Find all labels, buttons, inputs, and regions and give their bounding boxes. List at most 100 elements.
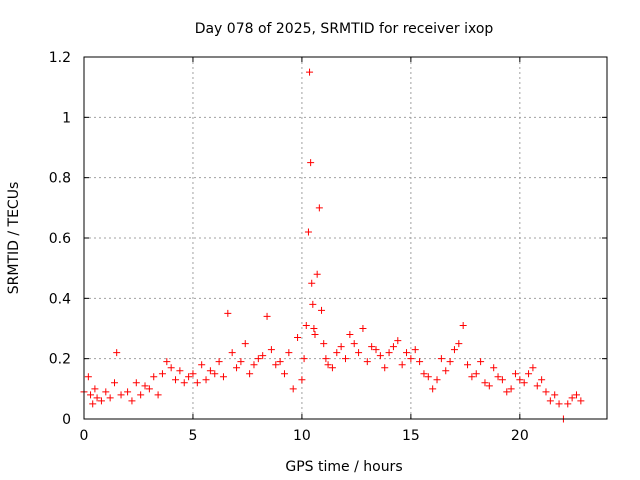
data-point bbox=[355, 349, 363, 357]
data-point bbox=[507, 385, 515, 393]
data-point bbox=[185, 373, 193, 381]
data-point bbox=[324, 361, 332, 369]
data-point bbox=[93, 394, 101, 402]
data-point bbox=[117, 391, 125, 399]
data-point bbox=[172, 376, 180, 384]
data-point bbox=[237, 358, 245, 366]
data-point bbox=[577, 397, 585, 405]
data-point bbox=[113, 349, 121, 357]
data-point bbox=[310, 325, 318, 332]
data-point bbox=[254, 355, 262, 363]
data-point bbox=[280, 370, 288, 378]
data-point bbox=[189, 370, 197, 378]
data-point bbox=[150, 373, 158, 381]
data-point bbox=[529, 364, 537, 372]
chart-title: Day 078 of 2025, SRMTID for receiver ixo… bbox=[195, 21, 494, 37]
plot-frame bbox=[83, 56, 608, 420]
data-point bbox=[224, 309, 232, 317]
data-point bbox=[498, 376, 506, 384]
data-point bbox=[320, 340, 328, 348]
data-point bbox=[546, 397, 554, 405]
data-point bbox=[551, 391, 559, 399]
data-point bbox=[381, 364, 389, 372]
data-point bbox=[309, 300, 317, 308]
data-point bbox=[315, 204, 323, 212]
data-point bbox=[308, 279, 316, 287]
data-point bbox=[420, 370, 428, 378]
data-point bbox=[494, 373, 502, 381]
data-point bbox=[163, 358, 171, 366]
data-point bbox=[389, 343, 397, 351]
data-point bbox=[145, 385, 153, 393]
data-point bbox=[233, 364, 241, 372]
data-point bbox=[307, 159, 315, 167]
data-point bbox=[306, 68, 314, 76]
data-point bbox=[102, 388, 110, 396]
data-point bbox=[211, 370, 219, 378]
data-point bbox=[124, 388, 132, 396]
data-point bbox=[424, 373, 432, 381]
data-point bbox=[158, 370, 166, 378]
data-point bbox=[267, 346, 275, 354]
axis-ticks: 0 5 10 15 20 0 0.2 0.4 0.6 0.8 1 1.2 bbox=[49, 50, 607, 444]
data-point bbox=[322, 355, 330, 363]
data-point bbox=[313, 270, 321, 278]
data-point bbox=[333, 349, 341, 357]
y-tick-label: 0.6 bbox=[49, 231, 71, 247]
data-point bbox=[568, 394, 576, 402]
data-point bbox=[154, 391, 162, 399]
y-tick-label: 0.8 bbox=[49, 171, 71, 187]
x-tick-label: 15 bbox=[402, 428, 420, 444]
data-point bbox=[442, 367, 450, 375]
data-point bbox=[228, 349, 236, 357]
data-point bbox=[342, 355, 349, 363]
data-point bbox=[285, 349, 293, 357]
y-axis-label: SRMTID / TECUs bbox=[6, 182, 22, 295]
data-point bbox=[193, 379, 201, 387]
data-point bbox=[263, 312, 271, 320]
data-point bbox=[455, 340, 463, 348]
data-point bbox=[433, 376, 441, 384]
data-point bbox=[572, 391, 580, 399]
data-point bbox=[403, 349, 411, 357]
data-point bbox=[132, 379, 140, 387]
data-point bbox=[372, 346, 380, 354]
data-point bbox=[298, 376, 306, 384]
data-point bbox=[437, 355, 445, 363]
data-point bbox=[302, 321, 310, 329]
data-point bbox=[398, 361, 406, 369]
data-point bbox=[300, 355, 308, 363]
data-point bbox=[468, 373, 476, 381]
data-point bbox=[311, 331, 319, 339]
data-point bbox=[241, 340, 249, 348]
y-tick-label: 0.4 bbox=[49, 291, 71, 307]
y-tick-label: 1.2 bbox=[49, 50, 71, 66]
data-point bbox=[202, 376, 210, 384]
data-point bbox=[520, 379, 528, 387]
data-point bbox=[215, 358, 223, 366]
data-point bbox=[328, 364, 336, 372]
data-point bbox=[276, 358, 284, 366]
data-point bbox=[450, 346, 458, 354]
x-axis-label: GPS time / hours bbox=[285, 459, 402, 475]
data-point bbox=[346, 331, 354, 339]
data-point bbox=[477, 358, 485, 366]
data-point bbox=[246, 370, 254, 378]
data-point bbox=[318, 306, 326, 314]
data-point bbox=[429, 385, 437, 393]
data-point bbox=[137, 391, 145, 399]
data-point bbox=[564, 400, 572, 408]
grid bbox=[84, 57, 607, 419]
data-point bbox=[542, 388, 550, 396]
data-point bbox=[538, 376, 546, 384]
data-point bbox=[128, 397, 136, 405]
data-point bbox=[87, 391, 95, 399]
y-tick-label: 0 bbox=[62, 412, 71, 428]
x-tick-label: 10 bbox=[293, 428, 311, 444]
x-tick-label: 5 bbox=[188, 428, 197, 444]
data-point bbox=[272, 361, 280, 369]
data-point bbox=[511, 370, 519, 378]
data-point bbox=[359, 325, 367, 332]
x-tick-label: 20 bbox=[511, 428, 529, 444]
